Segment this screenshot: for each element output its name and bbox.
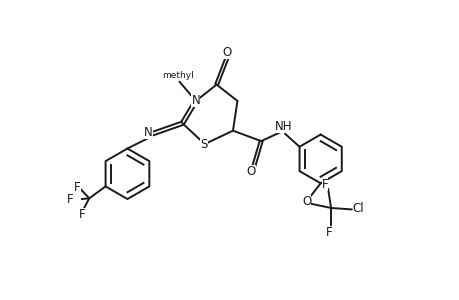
Text: F: F <box>325 226 332 239</box>
Text: S: S <box>200 138 207 151</box>
Text: NH: NH <box>274 120 291 133</box>
Text: O: O <box>222 46 231 59</box>
Text: O: O <box>302 195 311 208</box>
Text: F: F <box>67 193 73 206</box>
Text: F: F <box>321 178 328 191</box>
Text: N: N <box>144 126 152 139</box>
Text: N: N <box>191 94 200 107</box>
Text: F: F <box>73 181 80 194</box>
Text: methyl: methyl <box>162 71 193 80</box>
Text: F: F <box>78 208 85 220</box>
Text: O: O <box>246 165 256 178</box>
Text: Cl: Cl <box>352 202 364 215</box>
